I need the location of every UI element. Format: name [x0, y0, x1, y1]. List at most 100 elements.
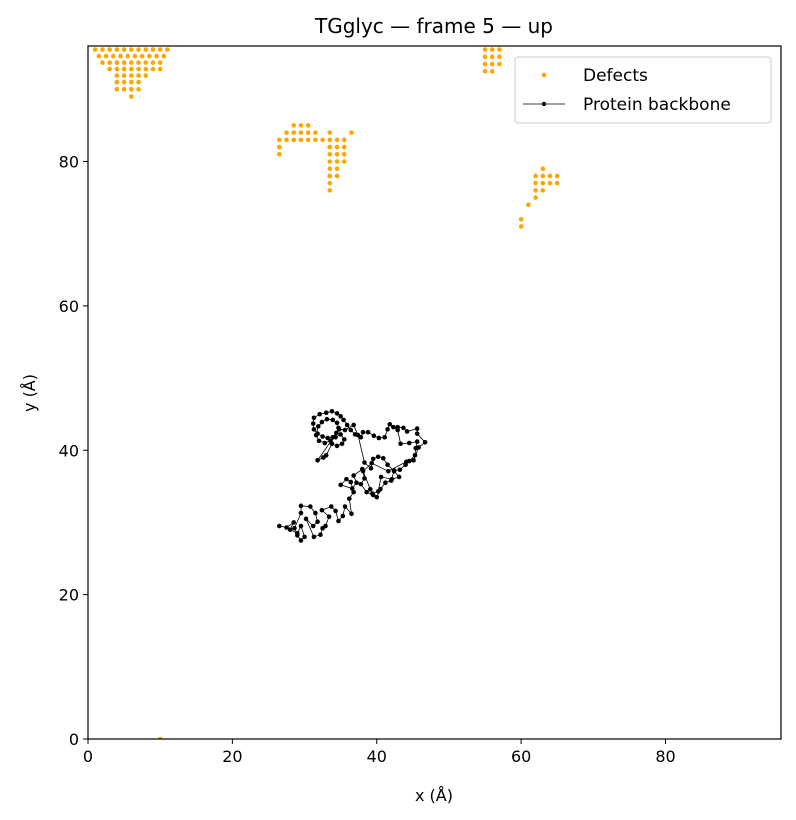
x-tick-label: 60: [511, 747, 531, 766]
defect-point: [497, 47, 502, 52]
protein-backbone-point: [338, 482, 343, 488]
protein-backbone-point: [316, 438, 322, 444]
protein-backbone-point: [339, 441, 345, 447]
defect-point: [129, 94, 134, 99]
defect-point: [143, 66, 149, 72]
protein-backbone-point: [367, 486, 373, 492]
protein-backbone-point: [317, 411, 323, 417]
defect-point: [533, 195, 538, 200]
protein-backbone-point: [406, 440, 412, 446]
defect-point: [298, 130, 304, 135]
protein-backbone-point: [319, 507, 325, 513]
defect-point: [518, 224, 524, 229]
protein-backbone-point: [354, 480, 359, 486]
protein-backbone-point: [308, 504, 313, 509]
defect-point: [291, 123, 297, 128]
legend-label-defects: Defects: [583, 66, 648, 86]
defect-point: [147, 53, 152, 59]
defect-point: [136, 73, 141, 78]
defect-point: [305, 130, 311, 135]
y-tick-label: 80: [59, 153, 79, 172]
defect-point: [497, 54, 502, 60]
y-tick-label: 60: [59, 297, 79, 316]
protein-backbone-point: [362, 476, 367, 481]
protein-backbone-point: [313, 432, 319, 438]
protein-backbone-point: [311, 427, 317, 432]
defect-point: [129, 60, 134, 65]
defect-point: [136, 60, 141, 65]
protein-backbone-point: [322, 440, 328, 446]
protein-backbone-point: [374, 494, 380, 500]
defect-point: [121, 87, 127, 92]
defect-point: [518, 216, 524, 222]
defect-point: [136, 87, 141, 92]
defect-point: [327, 173, 333, 179]
protein-backbone-point: [310, 523, 316, 529]
defect-point: [482, 68, 488, 74]
protein-backbone-point: [315, 519, 320, 525]
protein-backbone-point: [422, 440, 428, 445]
protein-backbone-point: [375, 489, 381, 494]
protein-backbone-point: [396, 474, 402, 480]
defect-point: [129, 79, 134, 85]
protein-backbone-point: [416, 445, 421, 450]
protein-backbone-point: [344, 476, 349, 482]
defect-point: [327, 137, 333, 143]
plot-area: [92, 47, 560, 739]
defect-point: [482, 47, 488, 52]
protein-backbone-point: [391, 468, 397, 474]
defect-point: [114, 60, 120, 65]
defect-point: [121, 60, 127, 65]
defect-point: [327, 166, 333, 172]
protein-backbone-point: [371, 433, 377, 439]
protein-backbone-point: [383, 480, 388, 486]
protein-backbone-point: [349, 511, 354, 517]
protein-backbone-point: [333, 508, 338, 514]
defect-point: [327, 130, 333, 135]
protein-backbone-point: [334, 430, 339, 436]
defect-point: [143, 47, 149, 52]
x-axis: 0 20 40 60 80: [83, 739, 676, 766]
defect-point: [103, 53, 109, 59]
protein-backbone-point: [287, 527, 293, 532]
protein-backbone-point: [365, 429, 371, 435]
protein-backbone-point: [404, 459, 409, 465]
chart-title: TGglyc — frame 5 — up: [314, 14, 553, 38]
protein-backbone-point: [347, 496, 352, 501]
defect-point: [276, 137, 282, 143]
defect-point: [136, 66, 141, 72]
defect-point: [334, 144, 340, 150]
protein-backbone-point: [342, 504, 348, 509]
protein-backbone-point: [401, 425, 406, 431]
protein-backbone-point: [292, 525, 297, 531]
defect-point: [291, 137, 297, 143]
protein-backbone-point: [315, 458, 320, 463]
y-axis: 0 20 40 60 80: [59, 153, 88, 749]
defect-point: [132, 53, 138, 59]
protein-backbone-point: [386, 468, 391, 474]
protein-backbone-point: [321, 455, 326, 460]
defect-point: [121, 47, 127, 52]
protein-backbone-point: [318, 532, 323, 538]
defect-point: [129, 73, 134, 78]
protein-backbone-point: [364, 489, 369, 495]
protein-backbone-point: [302, 534, 307, 540]
protein-backbone-point: [276, 523, 282, 529]
defect-point: [489, 47, 495, 52]
protein-backbone-point: [313, 510, 318, 516]
defect-point: [334, 137, 340, 143]
legend-frame: [514, 56, 772, 124]
protein-backbone-point: [330, 417, 336, 423]
protein-backbone-point: [378, 474, 384, 480]
defect-point: [143, 60, 149, 65]
defect-point: [157, 47, 163, 52]
protein-backbone-point: [336, 518, 341, 524]
protein-backbone-point: [414, 426, 420, 431]
protein-backbone-point: [395, 424, 400, 430]
defect-point: [327, 180, 333, 186]
protein-backbone-point: [385, 427, 390, 432]
x-tick-label: 0: [83, 747, 93, 766]
defect-point: [327, 151, 333, 157]
defect-point: [150, 47, 156, 52]
